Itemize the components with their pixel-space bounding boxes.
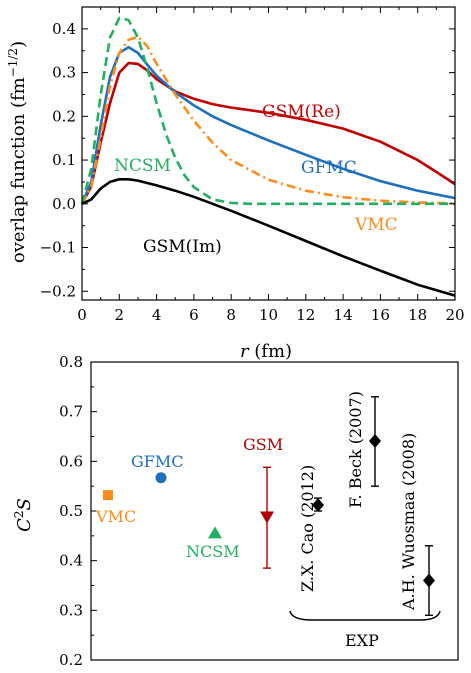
marker-z-x-cao-2012	[312, 498, 324, 513]
x-axis-label-unit: (fm)	[249, 341, 293, 362]
series-label-gfmc: GFMC	[301, 158, 357, 178]
x-tick-label: 6	[189, 306, 199, 324]
sf-y-tick-label: 0.8	[59, 353, 83, 371]
x-tick-label: 0	[77, 306, 87, 324]
sf-plot-frame	[90, 361, 459, 661]
x-tick-label: 10	[259, 306, 278, 324]
y-tick-label: 0.4	[52, 20, 76, 38]
exp-group-label: EXP	[345, 631, 379, 650]
marker-ncsm	[208, 526, 222, 539]
x-tick-label: 20	[445, 306, 464, 324]
series-label-ncsm: NCSM	[114, 156, 171, 176]
x-tick-label: 12	[296, 306, 315, 324]
series-label-gsm-re: GSM(Re)	[262, 102, 341, 122]
y-tick-label: 0.3	[52, 64, 76, 82]
point-label-ncsm: NCSM	[186, 542, 240, 561]
series-line-gsm-re	[80, 61, 456, 205]
point-label-cao: Z.X. Cao (2012)	[298, 465, 317, 592]
y-axis-label-bottom: C2S	[12, 498, 35, 532]
y-axis-label-main: overlap function (fm	[8, 77, 29, 263]
marker-gfmc	[155, 472, 167, 484]
overlap-series-group	[80, 16, 456, 297]
sf-label-tail: S	[14, 498, 35, 510]
y-tick-label: 0.0	[52, 195, 76, 213]
x-tick-label: 18	[408, 306, 427, 324]
y-axis-label-close: )	[8, 41, 29, 48]
y-tick-label: 0.2	[52, 107, 76, 125]
x-axis-label-var: r	[240, 341, 250, 362]
y-tick-label: 0.1	[52, 151, 76, 169]
series-line-ncsm	[80, 16, 455, 206]
y-tick-label: −0.1	[40, 239, 76, 257]
x-tick-label: 8	[226, 306, 236, 324]
sf-y-tick-label: 0.6	[59, 452, 83, 470]
point-label-vmc: VMC	[95, 507, 136, 526]
overlap-ticks-group: 0 2 4 6 8 10 12 14 16 18 20 −0.2 −0.1 0.0 0.1 0.2 0.3 0.4	[40, 6, 465, 324]
marker-f-beck-2007	[369, 433, 381, 448]
series-line-vmc	[80, 35, 456, 205]
y-axis-label-sup: −1/2	[6, 48, 20, 77]
x-tick-label: 16	[371, 306, 390, 324]
series-label-vmc: VMC	[354, 215, 398, 235]
sf-y-tick-label: 0.2	[59, 651, 83, 669]
exp-group-bracket	[289, 610, 441, 621]
point-label-gfmc: GFMC	[131, 452, 184, 471]
series-label-gsm-im: GSM(Im)	[143, 237, 222, 257]
overlap-function-panel: 0 2 4 6 8 10 12 14 16 18 20 −0.2 −0.1 0.0 0.1 0.2 0.3 0.4…	[6, 6, 465, 362]
series-line-gsm-im	[81, 178, 456, 297]
x-axis-label: r (fm)	[240, 341, 292, 362]
sf-ticks-group: 0.2 0.3 0.4 0.5 0.6 0.7 0.8	[59, 353, 97, 669]
point-label-gsm: GSM	[243, 435, 283, 454]
marker-gsm	[260, 511, 274, 524]
sf-label-base: C	[14, 518, 35, 532]
sf-y-tick-label: 0.4	[59, 552, 83, 570]
sf-y-tick-label: 0.5	[59, 502, 83, 520]
x-tick-label: 14	[334, 306, 353, 324]
sf-label-sup: 2	[12, 510, 26, 518]
sf-points-group	[103, 396, 435, 616]
x-tick-label: 4	[152, 306, 162, 324]
sf-y-tick-label: 0.3	[59, 601, 83, 619]
marker-vmc	[103, 490, 113, 501]
y-tick-label: −0.2	[40, 282, 76, 300]
y-axis-label-top: overlap function (fm−1/2)	[6, 41, 29, 263]
point-label-beck: F. Beck (2007)	[346, 391, 365, 508]
x-tick-label: 2	[115, 306, 125, 324]
point-label-wuosmaa: A.H. Wuosmaa (2008)	[399, 433, 418, 611]
spectroscopic-factor-panel: 0.20.30.40.50.60.70.8 VMC GFMC NCSM GSM …	[12, 353, 459, 669]
overlap-plot-frame	[81, 6, 456, 301]
sf-y-tick-label: 0.7	[59, 403, 83, 421]
marker-a-h-wuosmaa-2008	[423, 573, 435, 588]
